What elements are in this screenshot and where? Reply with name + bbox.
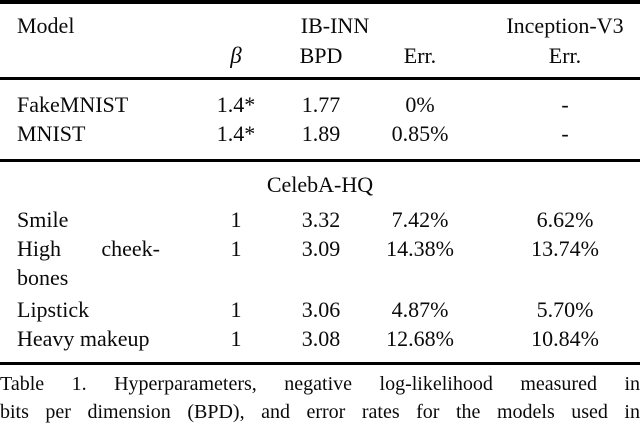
section-title-celeba-hq: CelebA-HQ	[266, 172, 374, 197]
table-row-lipstick: Lipstick 1 3.06 4.87% 5.70%	[0, 292, 640, 324]
header-bpd: BPD	[299, 43, 343, 68]
cell-model: MNIST	[17, 121, 86, 146]
table-row-high-cheekbones: High cheek-bones 1 3.09 14.38% 13.74%	[0, 234, 640, 292]
cell-err: 0.85%	[391, 121, 449, 146]
table-row-mnist: MNIST 1.4* 1.89 0.85% -	[0, 119, 640, 161]
table-row-heavy-makeup: Heavy makeup 1 3.08 12.68% 10.84%	[0, 324, 640, 364]
header-model: Model	[17, 13, 75, 38]
cell-bpd: 3.08	[301, 326, 341, 351]
cell-beta: 1	[230, 297, 242, 322]
cell-bpd: 1.77	[301, 92, 341, 117]
cell-err: 14.38%	[386, 236, 454, 261]
cell-model: FakeMNIST	[17, 92, 129, 117]
cell-inception-err: 6.62%	[536, 207, 594, 232]
cell-model: Smile	[17, 207, 69, 232]
cell-beta: 1.4*	[216, 92, 256, 117]
cell-bpd: 3.09	[301, 236, 341, 261]
section-celeba-hq: CelebA-HQ Smile 1 3.32 7.42% 6.62% High …	[0, 161, 640, 364]
header-group-inception-v3: Inception-V3	[506, 13, 624, 38]
header-empty-cell	[0, 41, 180, 79]
caption-line: Table 1. Hyperparameters, negative log-l…	[0, 373, 640, 395]
cell-beta: 1.4*	[216, 121, 256, 146]
caption-line: bits per dimension (BPD), and error rate…	[0, 401, 640, 423]
cell-bpd: 1.89	[301, 121, 341, 146]
table-row-fakemnist: FakeMNIST 1.4* 1.77 0% -	[0, 79, 640, 120]
results-table: Model IB-INN Inception-V3 β BPD Err. Err…	[0, 0, 640, 365]
header-err: Err.	[403, 43, 437, 68]
cell-beta: 1	[230, 236, 242, 261]
cell-err: 7.42%	[391, 207, 449, 232]
section-mnist: FakeMNIST 1.4* 1.77 0% - MNIST 1.4* 1.89…	[0, 79, 640, 161]
cell-inception-err: -	[561, 92, 569, 117]
cell-beta: 1	[230, 207, 242, 232]
header-row-groups: Model IB-INN Inception-V3	[0, 2, 640, 41]
cell-beta: 1	[230, 326, 242, 351]
header-inception-err: Err.	[548, 43, 582, 68]
cell-inception-err: -	[561, 121, 569, 146]
header-group-ibinn: IB-INN	[300, 13, 370, 38]
table-caption: Table 1. Hyperparameters, negative log-l…	[0, 370, 640, 426]
cell-inception-err: 10.84%	[531, 326, 599, 351]
section-title-row: CelebA-HQ	[0, 161, 640, 206]
cell-err: 0%	[405, 92, 435, 117]
cell-model: Lipstick	[17, 297, 90, 322]
cell-inception-err: 5.70%	[536, 297, 594, 322]
cell-bpd: 3.32	[301, 207, 341, 232]
table-row-smile: Smile 1 3.32 7.42% 6.62%	[0, 205, 640, 234]
cell-bpd: 3.06	[301, 297, 341, 322]
cell-model: Heavy makeup	[17, 326, 150, 351]
header-row-subcolumns: β BPD Err. Err.	[0, 41, 640, 79]
cell-err: 12.68%	[386, 326, 454, 351]
cell-inception-err: 13.74%	[531, 236, 599, 261]
header-beta: β	[230, 43, 242, 68]
table-header: Model IB-INN Inception-V3 β BPD Err. Err…	[0, 2, 640, 79]
cell-model: High cheek-bones	[17, 236, 160, 290]
cell-err: 4.87%	[391, 297, 449, 322]
